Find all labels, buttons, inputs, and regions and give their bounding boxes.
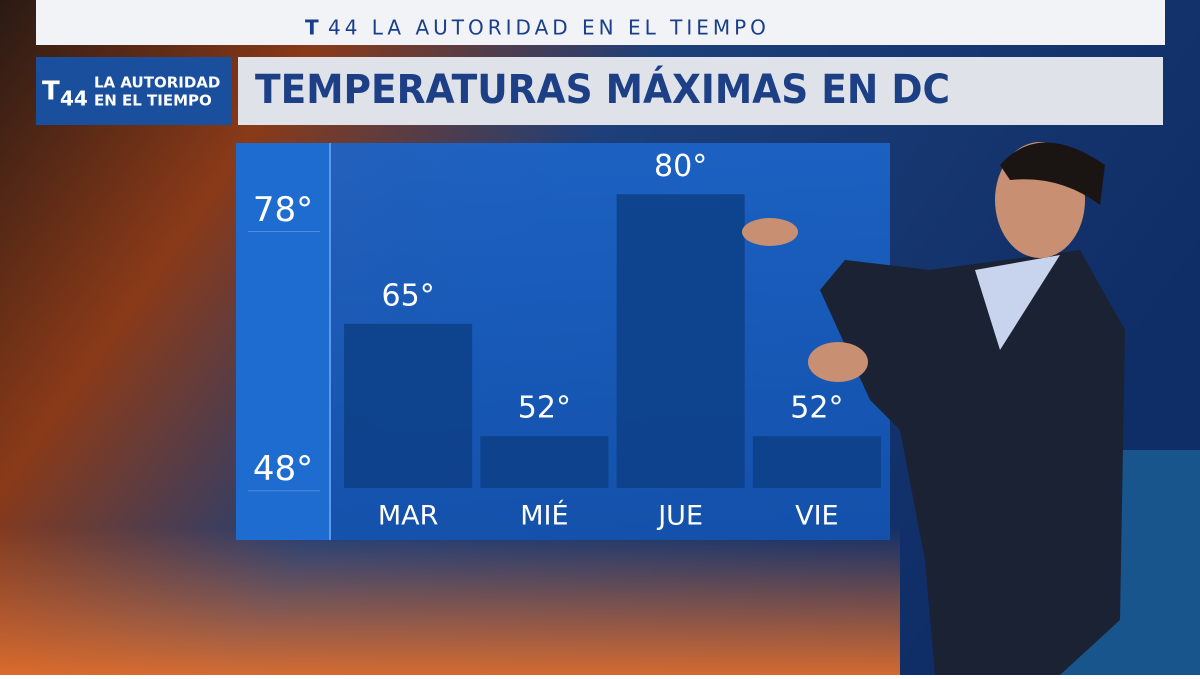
logo-line: LA AUTORIDAD xyxy=(94,74,220,92)
x-tick-label: VIE xyxy=(795,501,839,532)
chart-title: TEMPERATURAS MÁXIMAS EN DC xyxy=(255,65,950,113)
bar xyxy=(480,436,609,488)
top-banner xyxy=(36,0,1165,45)
banner-text: 44 LA AUTORIDAD EN EL TIEMPO xyxy=(328,16,770,40)
bar xyxy=(616,194,745,488)
title-bar xyxy=(238,57,1163,125)
logo-number: 44 xyxy=(60,87,88,111)
bar xyxy=(344,323,473,488)
value-label: 52° xyxy=(518,391,571,426)
x-tick-label: MAR xyxy=(378,501,439,532)
logo-icon: T xyxy=(42,77,60,107)
x-tick-label: MIÉ xyxy=(520,500,568,532)
plot: 48° 78° MAR 65° MIÉ 52° JUE 80° VIE 52° xyxy=(248,149,881,532)
value-label: 52° xyxy=(790,391,843,426)
banner-icon: T xyxy=(305,16,319,40)
bar xyxy=(752,436,881,488)
x-tick-label: JUE xyxy=(656,501,703,532)
value-label: 80° xyxy=(654,149,707,184)
value-label: 65° xyxy=(382,278,435,313)
logo-line: EN EL TIEMPO xyxy=(94,92,212,110)
y-tick-label: 78° xyxy=(253,190,313,230)
y-tick-label: 48° xyxy=(253,449,313,489)
axis-column xyxy=(236,143,330,540)
logo-box xyxy=(36,57,232,125)
presenter xyxy=(742,142,1125,675)
